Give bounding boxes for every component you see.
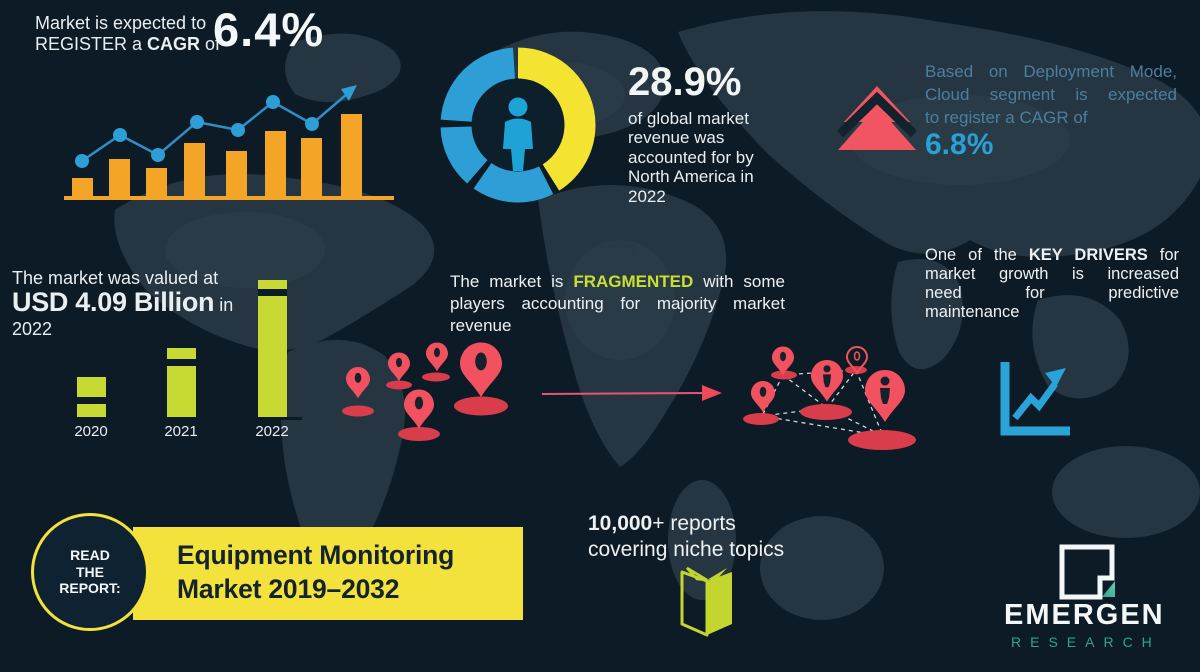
- key-drivers-text: One of the KEY DRIVERS for market growth…: [925, 246, 1179, 322]
- cloud-cagr-value: 6.8%: [925, 128, 994, 161]
- mv-line1: The market was valued at: [12, 268, 219, 288]
- value-bar-cap: [257, 289, 287, 296]
- value-bar-cap: [166, 359, 196, 366]
- na-line: of global market: [628, 109, 749, 128]
- kd-line2: market growth is increased: [925, 265, 1179, 283]
- donut-segment-row2: [440, 47, 596, 203]
- report-title-line1: Equipment Monitoring: [177, 540, 455, 570]
- logo-mark-icon: [1059, 544, 1115, 600]
- trend-bar: [109, 159, 130, 196]
- mv-line2: USD 4.09 Billion in: [12, 287, 234, 317]
- location-pin-outline-icon: [845, 345, 869, 375]
- fragmented-players-illustration: [342, 342, 916, 450]
- trend-point: [75, 154, 89, 168]
- trend-baseline: [64, 196, 394, 200]
- trend-bar: [146, 168, 167, 196]
- cagr-section: Market is expected to REGISTER a CAGR of: [35, 13, 220, 55]
- donut-segment-na: [440, 47, 596, 203]
- reports-line2: covering niche topics: [588, 538, 785, 561]
- person-icon: [503, 97, 533, 171]
- cagr-line1: Market is expected to: [35, 13, 207, 33]
- north-america-donut-chart: [440, 47, 596, 203]
- frag-line1: The market is FRAGMENTED with some: [450, 272, 785, 291]
- location-pin-icon: [865, 370, 905, 422]
- cloud-line: Based on Deployment Mode,: [925, 62, 1177, 81]
- value-bar-column: 2022: [255, 278, 289, 444]
- donut-segment-row1: [440, 47, 596, 203]
- mv-line3: 2022: [12, 319, 53, 339]
- location-pin-icon: [404, 389, 434, 429]
- pin-bases-left: [342, 372, 508, 441]
- value-bar-column: 2021: [164, 278, 198, 444]
- donut-segment-row3: [440, 47, 596, 203]
- trend-bar: [341, 114, 362, 196]
- kd-line3: need for predictive: [925, 284, 1179, 302]
- market-value-chart: 2020 2021 2022: [62, 278, 307, 444]
- na-line: North America in: [628, 167, 754, 187]
- open-book-icon: [680, 566, 732, 637]
- market-value-text: The market was valued at USD 4.09 Billio…: [12, 266, 233, 341]
- trend-point: [305, 117, 319, 131]
- read-the-report-button[interactable]: READ THE REPORT:: [31, 513, 149, 631]
- location-pin-icon: [346, 367, 370, 399]
- location-pin-icon: [388, 352, 410, 382]
- value-bar-year-label: 2020: [74, 423, 108, 440]
- trend-bar: [226, 151, 247, 196]
- reports-count-text: 10,000+ reports covering niche topics: [588, 511, 784, 563]
- cagr-line2: REGISTER a CAGR of: [35, 34, 221, 54]
- north-america-share-text: of global market revenue was accounted f…: [628, 109, 754, 206]
- growth-trend-chart: [60, 85, 396, 200]
- report-title: Equipment Monitoring Market 2019–2032: [177, 538, 454, 606]
- kd-line4: maintenance: [925, 303, 1020, 321]
- trend-point: [113, 128, 127, 142]
- na-line: 2022: [628, 186, 666, 206]
- frag-line3: revenue: [450, 316, 512, 335]
- trend-bar: [301, 138, 322, 196]
- location-pin-icon: [811, 360, 843, 402]
- report-title-banner[interactable]: Equipment Monitoring Market 2019–2032: [133, 527, 523, 620]
- read-word: READ: [70, 547, 110, 564]
- frag-line2: players accounting for majority market: [450, 294, 785, 313]
- value-bar-cap: [76, 397, 106, 404]
- trend-point: [190, 115, 204, 129]
- value-bar-year-label: 2022: [255, 423, 289, 440]
- location-pin-icon: [751, 381, 775, 413]
- trend-arrow-icon: [341, 85, 357, 101]
- trend-bar: [72, 178, 93, 196]
- cloud-segment-text: Based on Deployment Mode, Cloud segment …: [925, 60, 1177, 161]
- location-pin-icon: [426, 342, 448, 372]
- trend-point: [151, 148, 165, 162]
- na-line: accounted for by: [628, 147, 754, 167]
- cloud-line: to register a CAGR of: [925, 108, 1088, 127]
- value-bar-year-label: 2021: [164, 423, 198, 440]
- trend-point: [266, 95, 280, 109]
- trend-bar: [265, 131, 286, 196]
- kd-line1: One of the KEY DRIVERS for: [925, 246, 1179, 264]
- double-up-arrow-icon: [838, 86, 916, 150]
- trend-bar: [184, 143, 205, 196]
- north-america-share-value: 28.9%: [628, 60, 742, 104]
- value-bar: [76, 377, 106, 419]
- na-line: revenue was: [628, 128, 725, 148]
- reports-line1: 10,000+ reports: [588, 512, 736, 535]
- value-bar: [257, 280, 287, 419]
- logo-name: EMERGEN: [1004, 599, 1165, 631]
- fragmented-text: The market is FRAGMENTED with some playe…: [450, 271, 785, 337]
- value-bar-column: 2020: [74, 278, 108, 444]
- trend-point: [231, 123, 245, 137]
- value-bar: [166, 348, 196, 419]
- trend-line-svg: [75, 85, 357, 168]
- the-word: THE: [76, 563, 104, 580]
- arrow-right-icon: [541, 385, 722, 401]
- cagr-value: 6.4%: [213, 3, 325, 56]
- location-pin-icon: [460, 342, 502, 398]
- cloud-line: Cloud segment is expected: [925, 85, 1177, 104]
- report-word: REPORT:: [59, 580, 121, 597]
- location-pin-icon: [772, 346, 794, 376]
- report-title-line2: Market 2019–2032: [177, 574, 400, 604]
- growth-chart-icon: [1000, 362, 1070, 436]
- value-baseline: [70, 417, 302, 420]
- logo-subtitle: RESEARCH: [1011, 634, 1161, 650]
